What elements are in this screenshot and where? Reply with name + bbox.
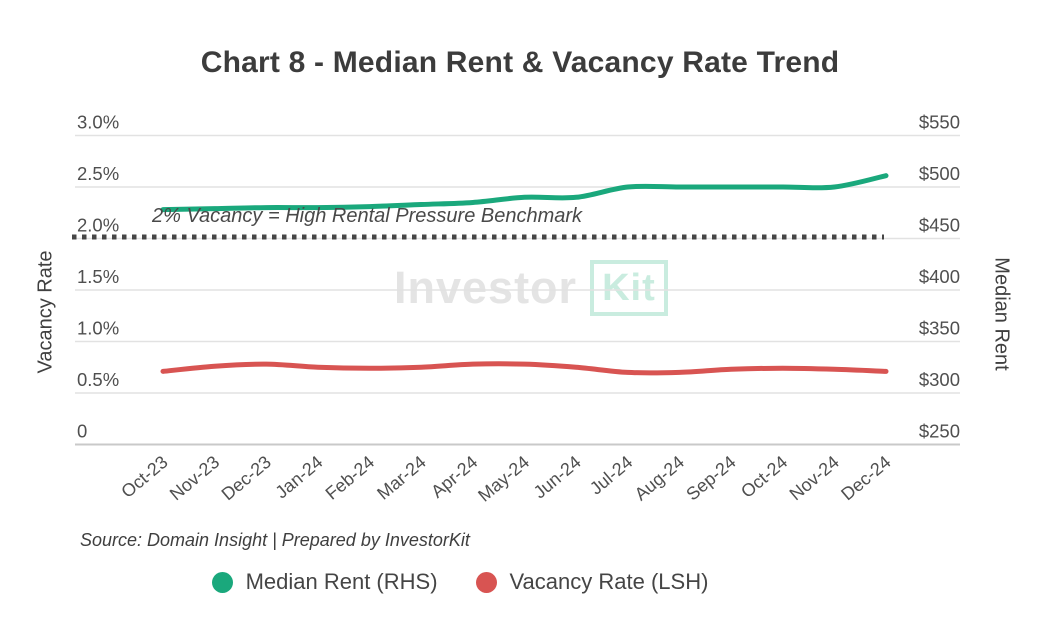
left-axis-title: Vacancy Rate <box>34 250 57 374</box>
right-axis-tick-label: $400 <box>919 266 960 287</box>
left-axis-tick-label: 2.0% <box>77 215 119 236</box>
right-axis-tick-label: $300 <box>919 369 960 390</box>
watermark-text-investor: Investor <box>394 262 578 313</box>
left-axis-tick-label: 0.5% <box>77 369 119 390</box>
right-axis-tick-label: $250 <box>919 421 960 442</box>
left-axis-tick-label: 1.5% <box>77 266 119 287</box>
x-axis-tick-label: Dec-23 <box>218 452 275 505</box>
right-axis-tick-label: $350 <box>919 318 960 339</box>
vacancy-rate-line <box>160 361 889 376</box>
source-note: Source: Domain Insight | Prepared by Inv… <box>80 530 470 550</box>
legend-item-vacancy-rate: Vacancy Rate (LSH) <box>475 569 709 595</box>
left-axis-tick-label: 1.0% <box>77 318 119 339</box>
x-axis-tick-label: Nov-23 <box>166 452 223 505</box>
legend-item-median-rent: Median Rent (RHS) <box>211 569 438 595</box>
x-axis-tick-label: Nov-24 <box>786 452 843 505</box>
right-axis-tick-label: $500 <box>919 163 960 184</box>
benchmark-annotation: 2% Vacancy = High Rental Pressure Benchm… <box>152 205 583 227</box>
legend-label-vacancy-rate: Vacancy Rate (LSH) <box>509 569 709 594</box>
right-axis-tick-label: $450 <box>919 215 960 236</box>
x-axis-tick-label: Dec-24 <box>837 452 894 505</box>
chart-title: Chart 8 - Median Rent & Vacancy Rate Tre… <box>200 46 840 79</box>
right-axis-tick-label: $550 <box>919 112 960 133</box>
x-axis-tick-label: Jan-24 <box>271 452 326 503</box>
x-axis-tick-label: Apr-24 <box>427 452 481 502</box>
chart-legend: Median Rent (RHS) Vacancy Rate (LSH) <box>0 569 980 595</box>
x-axis-tick-label: Oct-23 <box>117 452 171 502</box>
left-axis-tick-label: 3.0% <box>77 112 119 133</box>
left-axis-tick-label: 0 <box>77 421 87 442</box>
x-axis-tick-label: Feb-24 <box>322 452 379 504</box>
x-axis-tick-label: Mar-24 <box>373 452 430 504</box>
x-axis-tick-label: Jul-24 <box>586 452 636 499</box>
x-axis-tick-label: Aug-24 <box>631 452 688 505</box>
left-axis-tick-label: 2.5% <box>77 163 119 184</box>
legend-label-median-rent: Median Rent (RHS) <box>245 569 438 594</box>
vacancy-rate-legend-dot-icon <box>475 571 497 593</box>
right-axis-title: Median Rent <box>990 257 1013 371</box>
median-rent-line <box>160 173 889 213</box>
median-rent-legend-dot-icon <box>211 571 233 593</box>
x-axis-tick-label: Oct-24 <box>737 452 791 502</box>
watermark-kit-logo: Kit <box>590 260 668 316</box>
x-axis-tick-label: Sep-24 <box>682 452 739 505</box>
investorkit-watermark: Investor Kit <box>394 260 668 316</box>
x-axis-tick-label: May-24 <box>474 452 533 506</box>
x-axis-tick-label: Jun-24 <box>530 452 585 503</box>
